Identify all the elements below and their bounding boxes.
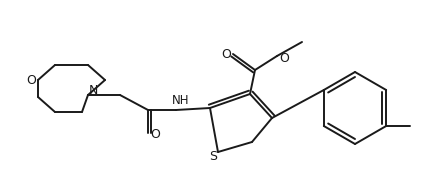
Text: O: O — [26, 74, 36, 86]
Text: O: O — [221, 48, 231, 61]
Text: O: O — [279, 51, 289, 65]
Text: NH: NH — [172, 93, 190, 107]
Text: N: N — [88, 83, 98, 96]
Text: O: O — [150, 128, 160, 142]
Text: S: S — [209, 150, 217, 163]
